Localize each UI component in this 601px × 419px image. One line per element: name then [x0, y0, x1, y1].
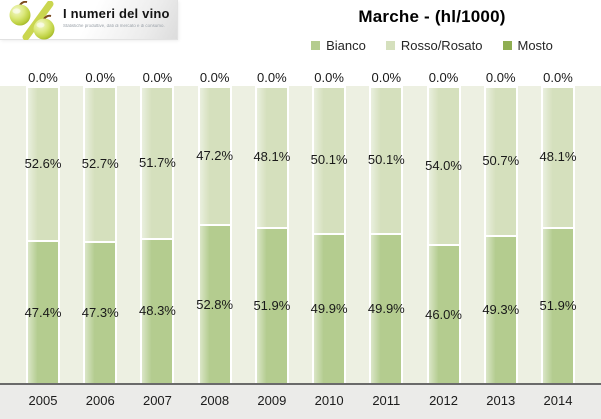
bar-segment-rosso-rosato-2005 — [28, 86, 58, 243]
legend-item-mosto: Mosto — [502, 37, 553, 53]
logo-tagline: Statistiche produttive, dati di mercato … — [63, 24, 165, 29]
value-label-mosto-2013: 0.0% — [485, 70, 516, 85]
stacked-bar-2009 — [254, 86, 289, 383]
legend-color-swatch — [311, 40, 321, 50]
stacked-bar-2013 — [483, 86, 518, 383]
bar-segment-rosso-rosato-2009 — [256, 86, 287, 229]
legend-color-swatch — [385, 40, 395, 50]
bar-segment-rosso-rosato-2006 — [85, 86, 116, 243]
bar-segment-bianco-2007 — [142, 239, 173, 383]
bar-segment-rosso-rosato-2007 — [142, 86, 173, 240]
bar-segment-rosso-rosato-2011 — [371, 86, 402, 235]
logo-title: I numeri del vino — [63, 6, 170, 21]
legend-label: Mosto — [517, 37, 553, 53]
legend-item-bianco: Bianco — [311, 38, 366, 53]
x-axis-line — [0, 383, 601, 385]
legend-color-swatch — [502, 40, 512, 50]
value-label-mosto-2008: 0.0% — [199, 70, 230, 85]
bar-segment-bianco-2005 — [28, 242, 58, 383]
chart-legend: Bianco Rosso/Rosato Mosto — [262, 37, 601, 53]
bar-segment-bianco-2010 — [314, 234, 345, 383]
bar-segment-rosso-rosato-2014 — [542, 86, 573, 229]
bar-segment-bianco-2009 — [256, 228, 287, 383]
value-label-mosto-2009: 0.0% — [257, 70, 287, 85]
bar-segment-bianco-2014 — [542, 228, 573, 383]
plot-area — [0, 86, 601, 383]
value-label-mosto-2012: 0.0% — [428, 70, 459, 85]
stacked-bar-2014 — [540, 86, 575, 383]
value-label-mosto-2011: 0.0% — [371, 70, 402, 85]
stacked-bar-2010 — [312, 86, 347, 383]
bar-segment-bianco-2011 — [371, 234, 402, 383]
value-label-mosto-2006: 0.0% — [85, 70, 116, 85]
value-label-mosto-2014: 0.0% — [543, 70, 573, 85]
value-label-mosto-2005: 0.0% — [28, 70, 58, 85]
stacked-bar-2012 — [426, 86, 461, 383]
stacked-bar-2008 — [197, 86, 232, 383]
chart-title: Marche - (hl/1000) — [358, 7, 506, 26]
legend-item-rosso-rosato: Rosso/Rosato — [385, 37, 483, 53]
bar-segment-rosso-rosato-2013 — [485, 86, 516, 237]
value-label-mosto-2007: 0.0% — [142, 70, 173, 85]
bar-segment-bianco-2013 — [485, 236, 516, 383]
site-logo: I numeri del vino Statistiche produttive… — [0, 0, 178, 40]
stacked-bar-2007 — [140, 86, 175, 383]
stacked-bar-2011 — [369, 86, 404, 383]
value-label-mosto-2010: 0.0% — [314, 70, 344, 85]
bar-segment-rosso-rosato-2008 — [199, 86, 230, 227]
legend-label: Rosso/Rosato — [400, 37, 483, 53]
bar-segment-bianco-2006 — [85, 242, 116, 383]
bar-segment-rosso-rosato-2010 — [314, 86, 345, 235]
bar-segment-bianco-2008 — [199, 226, 230, 383]
x-axis-strip — [0, 385, 601, 419]
stacked-bar-2005 — [26, 86, 60, 383]
stacked-bar-2006 — [83, 86, 118, 383]
bar-segment-rosso-rosato-2012 — [428, 86, 459, 247]
legend-label: Bianco — [326, 37, 366, 53]
bar-segment-bianco-2012 — [428, 246, 459, 383]
